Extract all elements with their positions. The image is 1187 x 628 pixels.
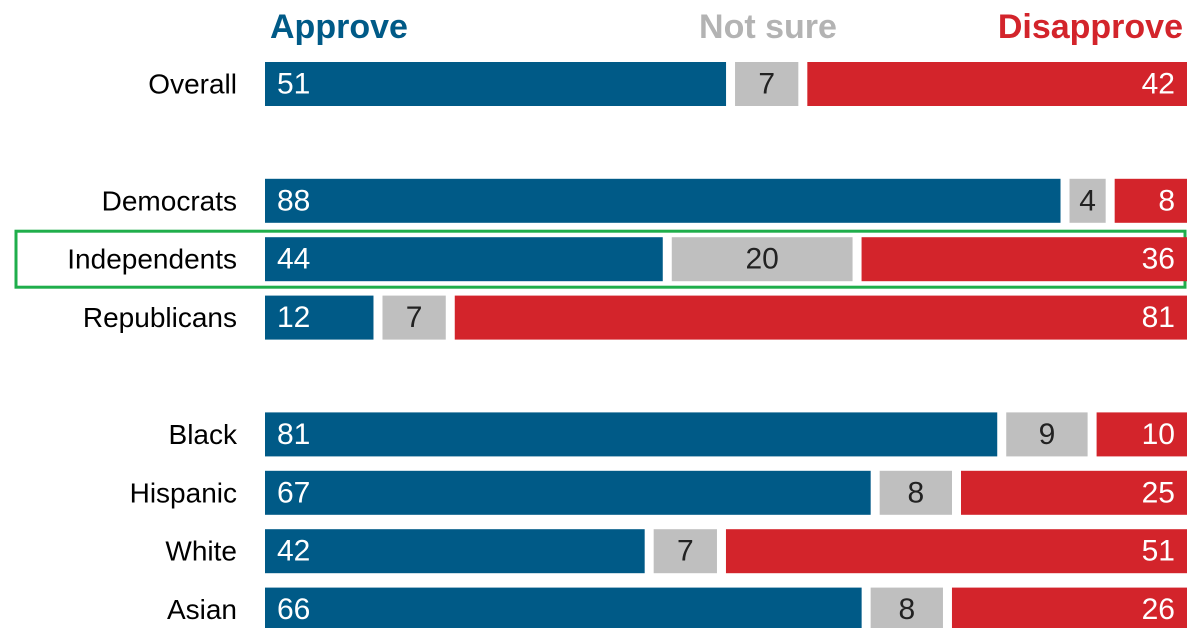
value-label: 7 [406,301,423,334]
bar-segment [879,470,952,515]
bar-segment [265,62,727,106]
bar-segment [265,237,663,282]
value-label: 44 [277,243,310,276]
bar-segment [1006,412,1088,457]
value-label: 67 [277,476,310,509]
bar-segment [454,295,1187,340]
legend-label: Approve [270,8,408,46]
value-label: 9 [1039,418,1056,451]
bar-segment [725,529,1187,574]
value-label: 12 [277,301,310,334]
value-label: 42 [1142,68,1175,101]
legend-label: Not sure [699,8,837,46]
bar-segment [951,587,1187,628]
bar-segment [870,587,943,628]
value-label: 42 [277,535,310,568]
bar-segment [861,237,1187,282]
value-label: 36 [1142,243,1175,276]
category-label: White [165,536,237,567]
value-label: 81 [277,418,310,451]
bar-segment [265,412,998,457]
category-label: Asian [167,594,237,625]
value-label: 51 [1142,535,1175,568]
bar-segment [265,587,862,628]
bar-segment [1114,178,1187,223]
bar-segment [961,470,1187,515]
category-label: Democrats [102,185,237,216]
value-label: 4 [1079,184,1096,217]
value-label: 88 [277,184,310,217]
bar-segment [807,62,1187,106]
value-label: 26 [1142,593,1175,626]
value-label: 20 [745,243,778,276]
value-label: 8 [1158,184,1175,217]
value-label: 51 [277,68,310,101]
value-label: 10 [1142,418,1175,451]
category-label: Independents [67,244,237,275]
bar-segment [265,529,645,574]
legend-label: Disapprove [998,8,1183,46]
value-label: 8 [907,476,924,509]
bar-segment [265,470,871,515]
value-label: 8 [898,593,915,626]
value-label: 66 [277,593,310,626]
bar-segment [653,529,717,574]
category-label: Black [169,419,238,450]
value-label: 7 [758,68,775,101]
category-label: Hispanic [130,477,237,508]
category-label: Republicans [83,302,237,333]
bar-segment [265,295,374,340]
bar-segment [382,295,446,340]
value-label: 7 [677,535,694,568]
value-label: 25 [1142,476,1175,509]
bar-segment [1096,412,1187,457]
bar-segment [265,178,1061,223]
value-label: 81 [1142,301,1175,334]
category-label: Overall [148,69,237,100]
bar-segment [671,237,853,282]
bar-segment [735,62,799,106]
bar-segment [1069,178,1106,223]
